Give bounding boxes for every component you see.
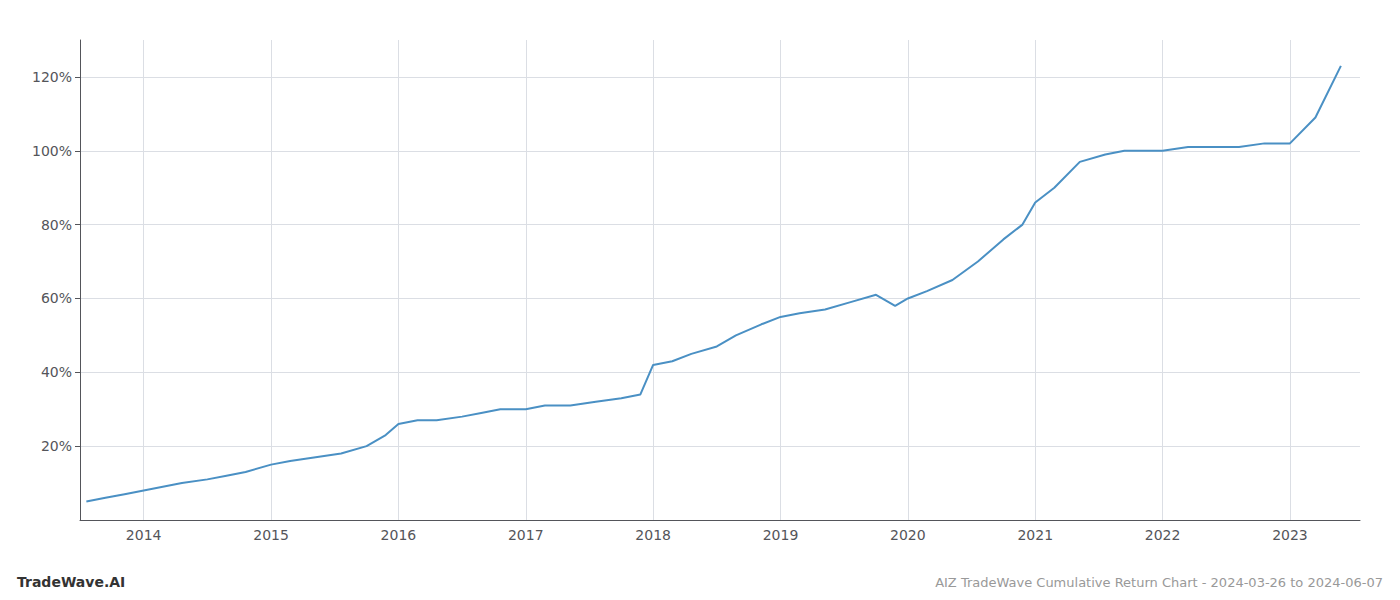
svg-text:2019: 2019 [763,527,799,543]
svg-text:40%: 40% [41,364,72,380]
svg-text:2018: 2018 [635,527,671,543]
svg-text:2016: 2016 [381,527,417,543]
svg-text:100%: 100% [32,143,72,159]
svg-text:2022: 2022 [1145,527,1181,543]
svg-text:2014: 2014 [126,527,162,543]
svg-text:2021: 2021 [1017,527,1053,543]
svg-text:120%: 120% [32,69,72,85]
svg-text:80%: 80% [41,217,72,233]
svg-text:2017: 2017 [508,527,544,543]
svg-text:20%: 20% [41,438,72,454]
svg-text:AIZ TradeWave Cumulative Retur: AIZ TradeWave Cumulative Return Chart - … [935,575,1383,590]
svg-text:2015: 2015 [253,527,289,543]
svg-text:TradeWave.AI: TradeWave.AI [17,574,125,590]
svg-text:2023: 2023 [1272,527,1308,543]
svg-text:60%: 60% [41,290,72,306]
svg-text:2020: 2020 [890,527,926,543]
